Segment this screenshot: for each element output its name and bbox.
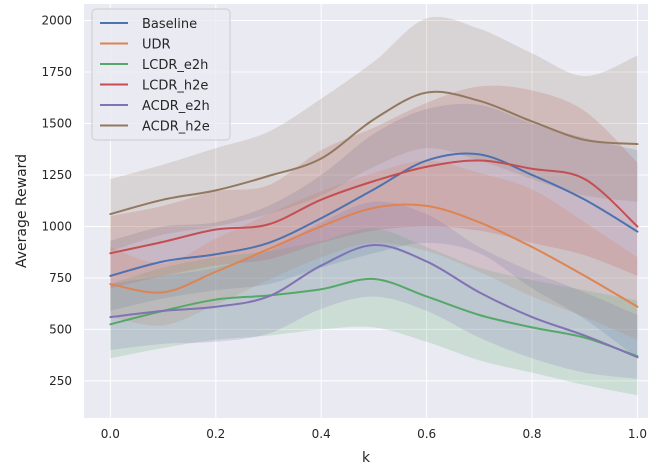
series-line-udr	[109, 203, 639, 308]
confidence-band-lcdr-h2e	[110, 85, 638, 289]
y-tick-label: 2000	[41, 13, 72, 27]
x-tick-label: 0.2	[206, 427, 225, 441]
x-tick-label: 1.0	[628, 427, 647, 441]
x-tick-label: 0.0	[101, 427, 120, 441]
y-axis-label: Average Reward	[14, 154, 30, 268]
y-tick-label: 1750	[41, 65, 72, 79]
legend-label: LCDR_h2e	[142, 79, 208, 94]
x-tick-label: 0.6	[417, 427, 436, 441]
legend-label: ACDR_h2e	[142, 120, 210, 135]
confidence-band-acdr-e2h	[110, 201, 638, 379]
series-line-baseline	[109, 152, 639, 277]
series-line-acdr-e2h	[109, 243, 639, 359]
series-line-lcdr-e2h	[109, 277, 639, 358]
series-line-lcdr-h2e	[109, 159, 639, 255]
confidence-bands	[110, 16, 638, 396]
y-tick-label: 1000	[41, 219, 72, 233]
grid	[84, 4, 648, 418]
x-tick-label: 0.4	[312, 427, 331, 441]
y-tick-label: 500	[49, 322, 72, 336]
tick-labels: 0.0 0.2 0.4 0.6 0.8 1.0 250 500 750 1000 1250 1500 1…	[41, 13, 647, 441]
legend-label: ACDR_e2h	[142, 99, 210, 114]
legend-label: UDR	[142, 38, 171, 53]
x-axis-label: k	[362, 450, 371, 466]
series-line-acdr-h2e	[109, 90, 639, 216]
x-tick-label: 0.8	[522, 427, 541, 441]
confidence-band-acdr-h2e	[110, 16, 638, 252]
legend: Baseline UDR LCDR_e2h LCDR_h2e ACDR_e2h ACDR_…	[91, 8, 231, 141]
confidence-band-baseline	[110, 103, 638, 359]
y-tick-label: 250	[49, 374, 72, 388]
series-lines	[109, 90, 639, 359]
legend-label: LCDR_e2h	[142, 58, 208, 73]
y-tick-label: 1500	[41, 116, 72, 130]
confidence-band-lcdr-e2h	[110, 228, 638, 396]
confidence-band-udr	[110, 160, 638, 340]
y-tick-label: 1250	[41, 168, 72, 182]
y-tick-label: 750	[49, 271, 72, 285]
legend-label: Baseline	[142, 17, 197, 32]
legend-box	[91, 8, 231, 141]
